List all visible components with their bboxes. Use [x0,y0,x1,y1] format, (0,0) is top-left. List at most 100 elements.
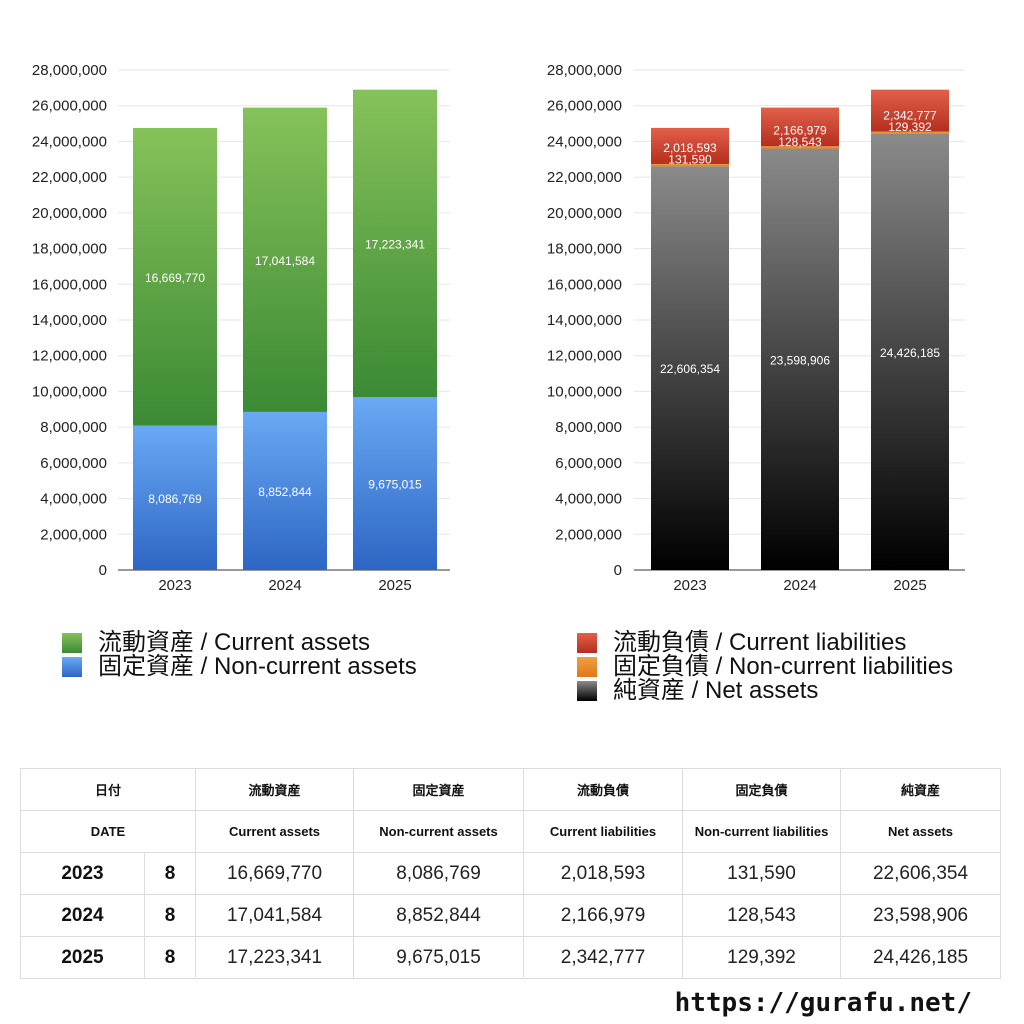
data-label: 2,166,979 [773,123,827,137]
data-label: 16,669,770 [145,271,205,285]
table-row: 2023 8 16,669,770 8,086,769 2,018,593 13… [20,852,1002,895]
cell-year: 2025 [20,936,145,979]
bar-segment [353,397,437,570]
legend-swatch-current-assets [62,633,82,653]
y-tick-label: 8,000,000 [40,419,107,436]
header-current-assets-en: Current assets [195,810,355,853]
assets-chart: 0 2,000,000 4,000,000 6,000,000 8,000,000 10,… [32,62,450,594]
y-tick-label: 20,000,000 [32,205,107,222]
y-tick-label: 12,000,000 [32,348,107,365]
data-label: 129,392 [888,120,932,134]
data-label: 9,675,015 [368,478,422,492]
y-tick-label: 6,000,000 [555,455,622,472]
y-tick-label: 14,000,000 [547,312,622,329]
bar-segment [243,107,327,412]
bar-segment [871,89,949,132]
balance-sheet-table: 日付 流動資産 固定資産 流動負債 固定負債 純資産 DATE Current … [19,768,1002,979]
cell-current-assets: 16,669,770 [195,852,355,895]
y-tick-label: 18,000,000 [32,241,107,258]
bar-segment [871,133,949,571]
bar-segment [651,163,729,167]
y-tick-label: 10,000,000 [547,383,622,400]
header-noncurrent-liabilities-jp: 固定負債 [682,768,842,811]
data-label: 17,041,584 [255,254,315,268]
cell-noncurrent-liabilities: 128,543 [682,894,842,937]
cell-noncurrent-liabilities: 129,392 [682,936,842,979]
data-label: 131,590 [668,152,712,166]
y-tick-label: 28,000,000 [32,62,107,79]
cell-current-assets: 17,223,341 [195,936,355,979]
bar-segment [353,89,437,398]
x-tick-label: 2024 [783,577,816,594]
cell-year: 2024 [20,894,145,937]
legend-item-noncurrent-assets: 固定資産 / Non-current assets [62,655,417,679]
site-url[interactable]: https://gurafu.net/ [674,988,972,1018]
y-tick-label: 16,000,000 [547,276,622,293]
legend-label-noncurrent-assets: 固定資産 / Non-current assets [98,653,417,680]
y-tick-label: 24,000,000 [547,133,622,150]
cell-current-liabilities: 2,342,777 [523,936,684,979]
x-tick-label: 2025 [378,577,411,594]
cell-month: 8 [143,936,197,979]
cell-month: 8 [143,894,197,937]
y-tick-label: 2,000,000 [555,526,622,543]
cell-noncurrent-assets: 8,086,769 [353,852,525,895]
table-header-en-row: DATE Current assets Non-current assets C… [19,810,1002,853]
legend-swatch-noncurrent-liabilities [577,657,597,677]
legend-label-current-assets: 流動資産 / Current assets [98,629,371,656]
data-label: 17,223,341 [365,237,425,251]
bar-segment [761,107,839,147]
assets-legend: 流動資産 / Current assets 固定資産 / Non-current… [62,631,417,679]
y-tick-label: 2,000,000 [40,526,107,543]
legend-swatch-noncurrent-assets [62,657,82,677]
legend-item-current-assets: 流動資産 / Current assets [62,631,417,655]
x-tick-label: 2025 [893,577,926,594]
y-tick-label: 28,000,000 [547,62,622,79]
table-header-jp-row: 日付 流動資産 固定資産 流動負債 固定負債 純資産 [19,768,1002,811]
bar-segment [651,127,729,164]
liabilities-chart: 0 2,000,000 4,000,000 6,000,000 8,000,000 10,… [547,62,965,594]
x-tick-label: 2024 [268,577,301,594]
bar-segment [133,127,217,426]
header-noncurrent-liabilities-en: Non-current liabilities [682,810,842,853]
header-current-liabilities-jp: 流動負債 [523,768,684,811]
y-tick-label: 4,000,000 [555,491,622,508]
legend-item-noncurrent-liabilities: 固定負債 / Non-current liabilities [577,655,953,679]
cell-current-liabilities: 2,166,979 [523,894,684,937]
legend-swatch-net-assets [577,681,597,701]
bar-segment [761,146,839,149]
data-label: 8,852,844 [258,485,312,499]
y-tick-label: 10,000,000 [32,383,107,400]
legend-swatch-current-liabilities [577,633,597,653]
data-label: 24,426,185 [880,346,940,360]
cell-month: 8 [143,852,197,895]
data-label: 2,342,777 [883,109,937,123]
cell-current-liabilities: 2,018,593 [523,852,684,895]
legend-label-noncurrent-liabilities: 固定負債 / Non-current liabilities [613,653,954,680]
x-tick-label: 2023 [158,577,191,594]
cell-net-assets: 23,598,906 [840,894,1002,937]
y-tick-label: 18,000,000 [547,241,622,258]
bar-segment [651,166,729,570]
liabilities-legend: 流動負債 / Current liabilities 固定負債 / Non-cu… [577,631,953,703]
header-net-assets-en: Net assets [840,810,1002,853]
y-tick-label: 6,000,000 [40,455,107,472]
data-label: 22,606,354 [660,362,720,376]
header-current-assets-jp: 流動資産 [195,768,355,811]
y-tick-label: 20,000,000 [547,205,622,222]
cell-noncurrent-assets: 8,852,844 [353,894,525,937]
y-tick-label: 8,000,000 [555,419,622,436]
cell-noncurrent-assets: 9,675,015 [353,936,525,979]
legend-label-current-liabilities: 流動負債 / Current liabilities [613,629,907,656]
header-date-en: DATE [19,810,197,853]
bar-segment [871,131,949,134]
y-tick-label: 22,000,000 [547,169,622,186]
header-noncurrent-assets-jp: 固定資産 [353,768,525,811]
bar-segment [243,411,327,570]
y-tick-label: 0 [99,562,107,579]
bar-segment [761,148,839,571]
cell-net-assets: 24,426,185 [840,936,1002,979]
data-label: 2,018,593 [663,141,717,155]
x-tick-label: 2023 [673,577,706,594]
y-tick-label: 14,000,000 [32,312,107,329]
